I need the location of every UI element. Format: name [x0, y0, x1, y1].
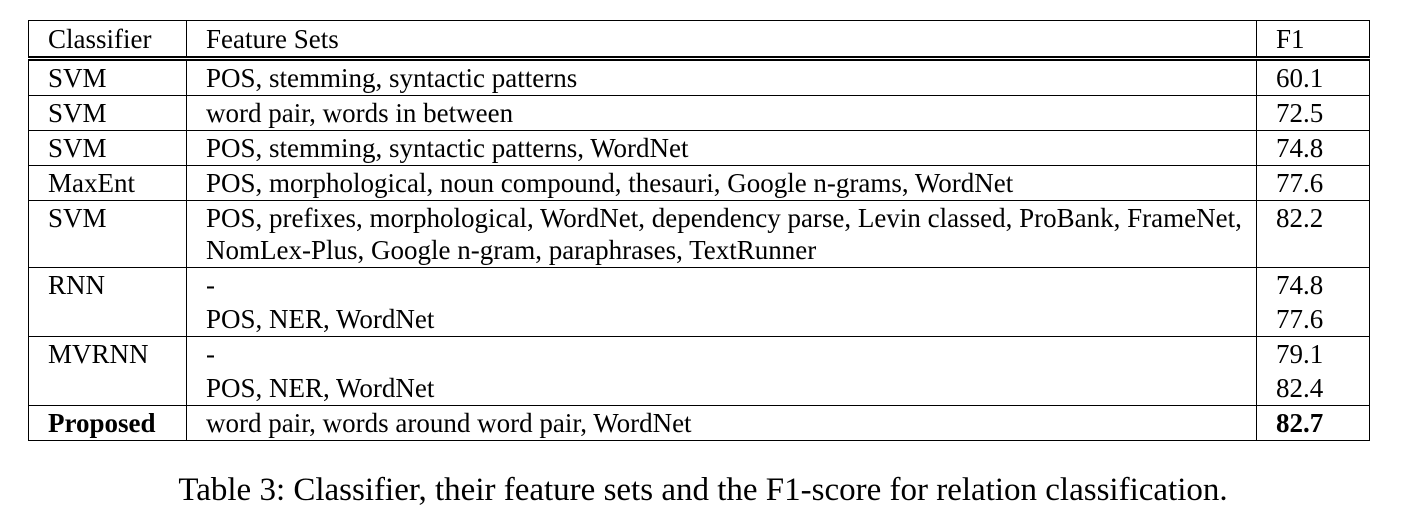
table-group: SVM POS, stemming, syntactic patterns, Wo…: [28, 130, 1370, 166]
cell-classifier: Proposed: [28, 405, 187, 441]
cell-feature-sets: POS, stemming, syntactic patterns: [186, 56, 1257, 96]
table-row: Proposed word pair, words around word pai…: [28, 405, 1370, 441]
cell-feature-sets: word pair, words in between: [186, 95, 1257, 131]
header-row: Classifier Feature Sets F1: [28, 20, 1370, 59]
cell-classifier: [28, 371, 187, 406]
table-group: SVM POS, prefixes, morphological, WordNet…: [28, 200, 1370, 268]
table-row: RNN -74.8: [28, 267, 1370, 302]
table-group: SVM word pair, words in between 72.5: [28, 95, 1370, 131]
cell-f1: 60.1: [1256, 56, 1370, 96]
table-row: MaxEnt POS, morphological, noun compound,…: [28, 165, 1370, 201]
header-feature-sets: Feature Sets: [186, 20, 1257, 59]
cell-f1: 77.6: [1256, 165, 1370, 201]
cell-f1: 82.2: [1256, 200, 1370, 268]
results-table: Classifier Feature Sets F1 SVM POS, stemm…: [28, 20, 1370, 441]
header-f1: F1: [1256, 20, 1370, 59]
table-row: SVM POS, prefixes, morphological, WordNet…: [28, 200, 1370, 268]
cell-feature-sets: POS, NER, WordNet: [186, 302, 1257, 337]
cell-feature-sets: POS, morphological, noun compound, thesa…: [186, 165, 1257, 201]
table-row: POS, NER, WordNet 82.4: [28, 371, 1370, 406]
cell-classifier: SVM: [28, 200, 187, 268]
cell-classifier: SVM: [28, 56, 187, 96]
cell-classifier: [28, 302, 187, 337]
header-classifier: Classifier: [28, 20, 187, 59]
table-group: Proposed word pair, words around word pai…: [28, 405, 1370, 441]
table-row: MVRNN -79.1: [28, 336, 1370, 371]
cell-feature-sets: POS, prefixes, morphological, WordNet, d…: [186, 200, 1257, 268]
cell-f1: 74.8: [1256, 130, 1370, 166]
cell-feature-sets: word pair, words around word pair, WordN…: [186, 405, 1257, 441]
cell-classifier: MaxEnt: [28, 165, 187, 201]
cell-feature-sets: POS, NER, WordNet: [186, 371, 1257, 406]
cell-classifier: RNN: [28, 267, 187, 302]
table-row: POS, NER, WordNet 77.6: [28, 302, 1370, 337]
cell-feature-sets: -: [186, 336, 1257, 371]
table-group: RNN -74.8 POS, NER, WordNet 77.6: [28, 267, 1370, 337]
table-group: MaxEnt POS, morphological, noun compound,…: [28, 165, 1370, 201]
cell-classifier: SVM: [28, 95, 187, 131]
cell-classifier: SVM: [28, 130, 187, 166]
table-caption: Table 3: Classifier, their feature sets …: [178, 472, 1228, 508]
cell-f1: 72.5: [1256, 95, 1370, 131]
table-header: Classifier Feature Sets F1: [28, 20, 1370, 59]
cell-f1: 82.7: [1256, 405, 1370, 441]
table-group: MVRNN -79.1 POS, NER, WordNet 82.4: [28, 336, 1370, 406]
cell-f1: 79.1: [1256, 336, 1370, 371]
cell-feature-sets: -: [186, 267, 1257, 302]
cell-f1: 74.8: [1256, 267, 1370, 302]
table-group: SVM POS, stemming, syntactic patterns 60.1: [28, 56, 1370, 96]
table-row: SVM POS, stemming, syntactic patterns, Wo…: [28, 130, 1370, 166]
cell-feature-sets: POS, stemming, syntactic patterns, WordN…: [186, 130, 1257, 166]
cell-classifier: MVRNN: [28, 336, 187, 371]
table-row: SVM word pair, words in between 72.5: [28, 95, 1370, 131]
cell-f1: 82.4: [1256, 371, 1370, 406]
cell-f1: 77.6: [1256, 302, 1370, 337]
table-row: SVM POS, stemming, syntactic patterns 60.1: [28, 56, 1370, 96]
